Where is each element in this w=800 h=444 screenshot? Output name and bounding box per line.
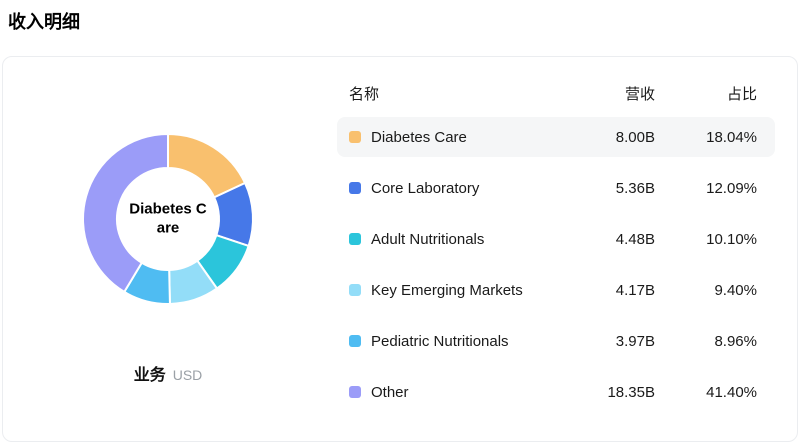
series-name: Adult Nutritionals [371,230,485,248]
series-name-cell: Core Laboratory [349,180,535,197]
table-row-3[interactable]: Key Emerging Markets 4.17B 9.40% [337,270,775,310]
chart-footer: 业务 USD [134,361,203,385]
series-share: 8.96% [714,332,757,350]
table-row-4[interactable]: Pediatric Nutritionals 3.97B 8.96% [337,321,775,361]
table-row-0[interactable]: Diabetes Care 8.00B 18.04% [337,117,775,157]
series-color-swatch [349,335,361,347]
series-share: 41.40% [706,383,757,401]
table-row-1[interactable]: Core Laboratory 5.36B 12.09% [337,168,775,208]
series-color-swatch [349,131,361,143]
series-share: 10.10% [706,230,757,248]
series-name: Key Emerging Markets [371,281,523,299]
revenue-breakdown-panel: Diabetes Care 业务 USD 名称 营收 占比 Diabetes C… [2,56,798,442]
series-name-cell: Other [349,384,535,401]
series-revenue: 5.36B [615,179,655,197]
series-color-swatch [349,284,361,296]
series-share: 18.04% [706,128,757,146]
header-revenue: 营收 [624,86,655,103]
series-color-swatch [349,182,361,194]
series-name-cell: Pediatric Nutritionals [349,333,535,350]
series-share: 12.09% [706,179,757,197]
donut-chart: Diabetes Care [78,129,258,309]
series-revenue: 8.00B [615,128,655,146]
donut-segment-5[interactable] [82,133,169,293]
table-header-row: 名称 营收 占比 [337,83,775,103]
series-name-cell: Key Emerging Markets [349,282,535,299]
series-share: 9.40% [714,281,757,299]
series-revenue: 4.17B [615,281,655,299]
series-name-cell: Diabetes Care [349,129,535,146]
series-color-swatch [349,233,361,245]
series-revenue: 4.48B [615,230,655,248]
donut-chart-svg [82,133,254,305]
header-name: 名称 [349,86,380,103]
series-revenue: 3.97B [615,332,655,350]
currency-label: USD [172,367,203,383]
table-row-5[interactable]: Other 18.35B 41.40% [337,372,775,412]
series-name: Diabetes Care [371,128,467,146]
series-color-swatch [349,386,361,398]
page-title: 收入明细 [8,12,80,32]
series-revenue: 18.35B [607,383,655,401]
series-name: Pediatric Nutritionals [371,332,509,350]
table-row-2[interactable]: Adult Nutritionals 4.48B 10.10% [337,219,775,259]
series-name: Other [371,383,409,401]
revenue-table-rows: Diabetes Care 8.00B 18.04% Core Laborato… [337,117,775,412]
header-share: 占比 [726,86,757,103]
series-name: Core Laboratory [371,179,480,197]
dimension-label: 业务 [133,367,166,384]
revenue-table: 名称 营收 占比 Diabetes Care 8.00B 18.04% Core… [337,83,775,441]
series-name-cell: Adult Nutritionals [349,231,535,248]
donut-chart-column: Diabetes Care 业务 USD [3,57,333,441]
